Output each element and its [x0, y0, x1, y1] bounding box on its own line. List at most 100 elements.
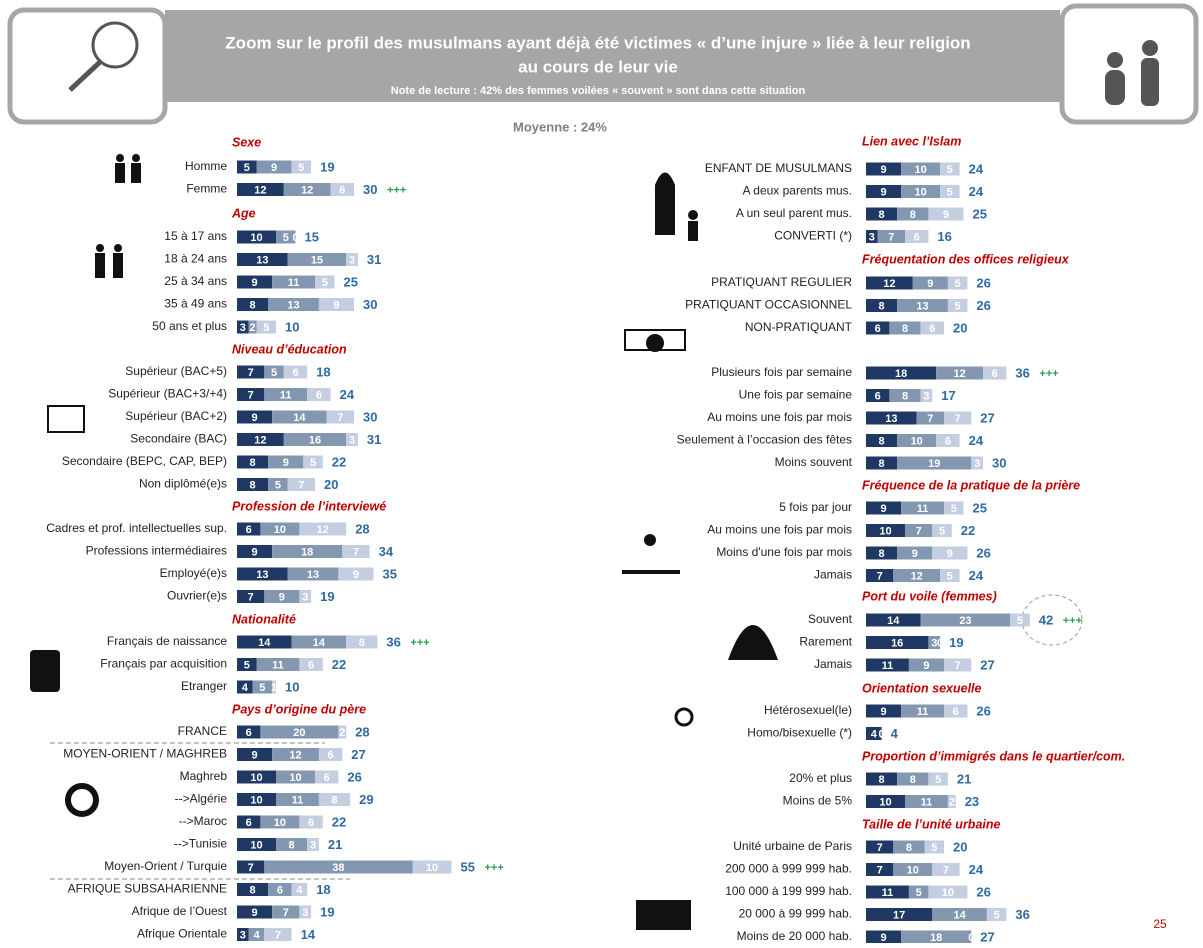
section-title: Orientation sexuelle	[862, 681, 982, 695]
bar-segment	[330, 183, 354, 196]
bar-segment	[901, 704, 944, 718]
segment-label: 2	[949, 796, 955, 808]
total-label: 26	[347, 769, 361, 784]
bar-segment	[237, 365, 265, 379]
segment-label: 4	[253, 929, 260, 941]
total-label: 25	[973, 500, 987, 515]
bar-segment	[237, 478, 269, 491]
bar-segment	[291, 160, 312, 174]
segment-label: 18	[930, 932, 942, 943]
total-label: 24	[969, 433, 984, 448]
segment-label: 9	[251, 907, 257, 919]
bar-segment	[889, 321, 921, 335]
bar-segment	[237, 725, 261, 739]
segment-label: 5	[955, 300, 961, 312]
row-label: Souvent	[808, 612, 853, 626]
segment-label: 2	[250, 322, 256, 334]
total-label: 30	[363, 182, 377, 197]
segment-label: 5	[947, 570, 953, 582]
segment-label: 6	[328, 749, 334, 761]
segment-label: 11	[921, 796, 933, 808]
total-label: 28	[355, 521, 369, 536]
segment-label: 6	[308, 817, 314, 829]
section-title: Age	[231, 206, 256, 220]
segment-label: 7	[353, 546, 359, 558]
significance-flag: +++	[1039, 368, 1058, 380]
segment-label: 6	[992, 368, 998, 380]
segment-label: 3	[923, 390, 929, 402]
segment-label: 7	[877, 864, 883, 876]
segment-label: 14	[258, 637, 271, 649]
segment-label: 6	[292, 367, 298, 379]
bar-segment	[932, 908, 987, 921]
bar-segment	[307, 388, 331, 401]
bar-segment	[272, 545, 343, 558]
segment-label: 9	[283, 457, 289, 469]
segment-label: 9	[880, 503, 886, 515]
segment-label: 9	[271, 162, 277, 174]
bar-segment	[947, 276, 968, 290]
row-label: Employé(e)s	[160, 566, 227, 580]
row-label: PRATIQUANT OCCASIONNEL	[685, 298, 852, 312]
bar-segment	[908, 885, 929, 899]
bar-segment	[940, 569, 960, 582]
row-label: Professions intermédiaires	[86, 544, 227, 558]
bar-segment	[897, 772, 929, 786]
bar-segment	[897, 546, 933, 560]
bar-segment	[237, 275, 273, 289]
row-label: 25 à 34 ans	[164, 274, 227, 288]
segment-label: 8	[289, 839, 295, 851]
segment-label: 5	[947, 186, 953, 198]
bar-segment	[866, 727, 882, 740]
bar-segment	[346, 635, 378, 649]
bar-segment	[866, 162, 902, 176]
bar-segment	[901, 162, 941, 176]
total-label: 24	[969, 161, 984, 176]
bar-segment	[866, 207, 898, 221]
segment-label: 7	[877, 842, 883, 854]
row-label: 35 à 49 ans	[164, 297, 227, 311]
row-label: Français de naissance	[107, 634, 227, 648]
section-title: Profession de l’interviewé	[232, 499, 386, 513]
bar-segment	[346, 433, 358, 446]
segment-label: 13	[256, 569, 268, 581]
segment-label: 14	[313, 637, 326, 649]
bar-segment	[920, 321, 944, 335]
row-label: Une fois par semaine	[739, 388, 853, 402]
bar-segment	[866, 456, 898, 470]
segment-label: 10	[274, 524, 286, 536]
bar-segment	[893, 863, 933, 876]
row-label: Moins souvent	[775, 455, 853, 469]
segment-label: 11	[882, 660, 894, 672]
segment-label: 7	[283, 907, 289, 919]
bar-segment	[936, 434, 960, 447]
segment-label: 3	[240, 929, 246, 941]
total-label: 30	[363, 409, 377, 424]
segment-label: 5	[939, 525, 945, 537]
row-label: MOYEN-ORIENT / MAGHREB	[63, 747, 227, 761]
bar-segment	[237, 928, 249, 941]
bar-segment	[299, 815, 323, 829]
row-label: ENFANT DE MUSULMANS	[705, 161, 852, 175]
segment-label: 7	[337, 412, 343, 424]
bar-segment	[342, 545, 370, 558]
segment-label: 12	[301, 184, 313, 196]
segment-label: 8	[910, 774, 916, 786]
segment-label: 7	[248, 367, 254, 379]
total-label: 55	[461, 859, 475, 874]
total-label: 24	[969, 862, 984, 877]
segment-label: 8	[331, 794, 337, 806]
segment-label: 7	[248, 862, 254, 874]
row-label: -->Maroc	[179, 814, 227, 828]
bar-segment	[897, 299, 948, 312]
row-label: FRANCE	[178, 724, 227, 738]
segment-label: 7	[248, 389, 254, 401]
segment-label: 0	[937, 637, 943, 649]
total-label: 34	[379, 544, 394, 559]
segment-label: 5	[283, 232, 289, 244]
segment-label: 10	[879, 525, 891, 537]
segment-label: 18	[301, 546, 313, 558]
bar-segment	[928, 207, 964, 221]
bar-segment	[237, 905, 273, 919]
segment-label: 16	[891, 637, 903, 649]
